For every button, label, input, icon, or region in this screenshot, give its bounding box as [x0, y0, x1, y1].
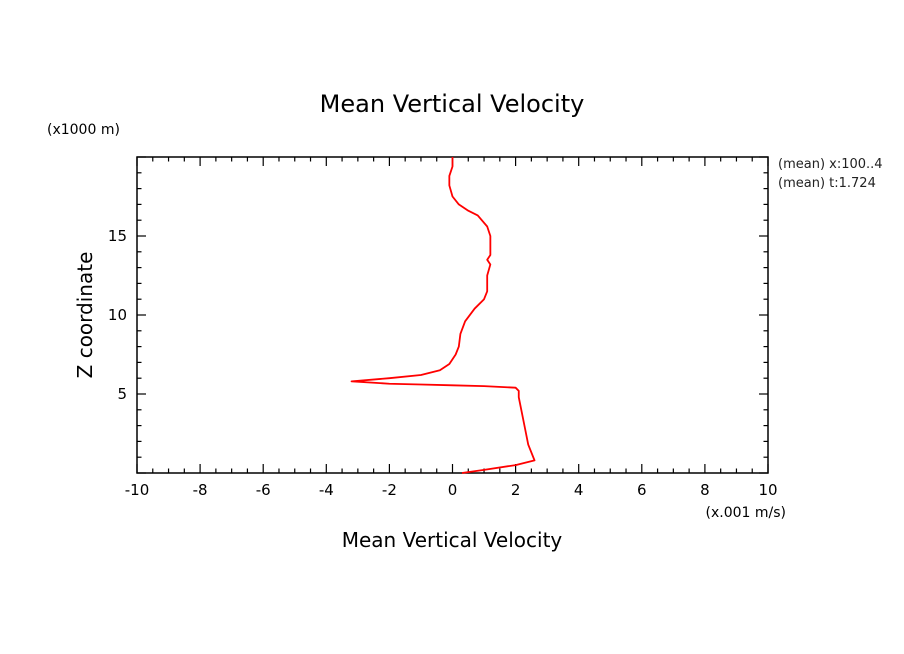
annotation-mean-x: (mean) x:100..4	[778, 157, 883, 172]
x-tick-label: 6	[637, 481, 647, 499]
x-tick-label: 4	[574, 481, 584, 499]
y-tick-label: 10	[108, 306, 127, 324]
axis-ticks	[136, 156, 769, 474]
x-tick-label: 8	[700, 481, 710, 499]
annotation-mean-t: (mean) t:1.724	[778, 176, 876, 191]
x-axis-label: Mean Vertical Velocity	[342, 528, 563, 552]
x-axis-unit: (x.001 m/s)	[706, 505, 786, 521]
series-layer	[350, 157, 536, 474]
tick-labels: -10 -8 -6 -4 -2 0 2 4 6 8 10 5 10 15	[108, 227, 778, 499]
x-tick-label: 0	[448, 481, 458, 499]
plot-frame	[136, 156, 769, 474]
x-tick-label: -8	[193, 481, 208, 499]
x-tick-label: -4	[319, 481, 334, 499]
y-tick-label: 15	[108, 227, 127, 245]
x-tick-label: -6	[256, 481, 271, 499]
x-tick-label: -10	[125, 481, 150, 499]
y-axis-unit: (x1000 m)	[47, 122, 120, 138]
x-tick-label: 10	[758, 481, 777, 499]
y-tick-label: 5	[117, 385, 127, 403]
x-tick-label: -2	[382, 481, 397, 499]
y-axis-label: Z coordinate	[73, 252, 97, 379]
series-line	[350, 157, 536, 474]
chart-title: Mean Vertical Velocity	[320, 90, 585, 118]
x-tick-label: 2	[511, 481, 521, 499]
